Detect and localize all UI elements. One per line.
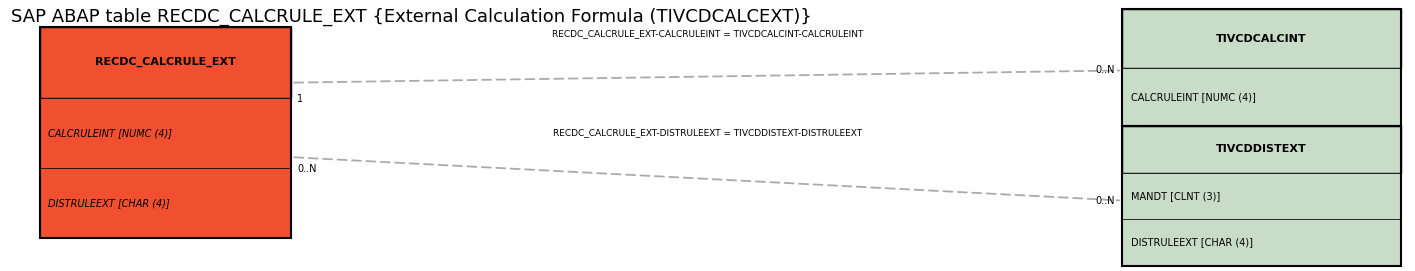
Bar [1122, 9, 1401, 126]
Bar [1122, 126, 1401, 266]
Bar [40, 168, 291, 238]
Bar [1122, 9, 1401, 68]
Bar [1122, 126, 1401, 173]
Bar [1122, 173, 1401, 219]
Text: 0..N: 0..N [1095, 196, 1115, 205]
Text: SAP ABAP table RECDC_CALCRULE_EXT {External Calculation Formula (TIVCDCALCEXT)}: SAP ABAP table RECDC_CALCRULE_EXT {Exter… [11, 8, 812, 26]
Bar [40, 98, 291, 168]
Text: RECDC_CALCRULE_EXT: RECDC_CALCRULE_EXT [95, 57, 236, 67]
Bar [40, 27, 291, 238]
Text: DISTRULEEXT [CHAR (4)]: DISTRULEEXT [CHAR (4)] [1131, 237, 1252, 247]
Text: RECDC_CALCRULE_EXT-CALCRULEINT = TIVCDCALCINT-CALCRULEINT: RECDC_CALCRULE_EXT-CALCRULEINT = TIVCDCA… [552, 29, 863, 38]
Text: CALCRULEINT [NUMC (4)]: CALCRULEINT [NUMC (4)] [1131, 92, 1255, 102]
Bar [1122, 219, 1401, 266]
Bar [40, 27, 291, 98]
Text: DISTRULEEXT [CHAR (4)]: DISTRULEEXT [CHAR (4)] [48, 198, 170, 208]
Text: CALCRULEINT [NUMC (4)]: CALCRULEINT [NUMC (4)] [48, 128, 173, 138]
Text: RECDC_CALCRULE_EXT-DISTRULEEXT = TIVCDDISTEXT-DISTRULEEXT: RECDC_CALCRULE_EXT-DISTRULEEXT = TIVCDDI… [553, 128, 862, 137]
Bar [1122, 68, 1401, 126]
Text: TIVCDCALCINT: TIVCDCALCINT [1215, 34, 1307, 44]
Text: MANDT [CLNT (3)]: MANDT [CLNT (3)] [1131, 191, 1220, 201]
Text: 0..N: 0..N [297, 164, 317, 174]
Text: 0..N: 0..N [1095, 66, 1115, 75]
Text: TIVCDDISTEXT: TIVCDDISTEXT [1215, 144, 1307, 154]
Text: 1: 1 [297, 94, 303, 104]
